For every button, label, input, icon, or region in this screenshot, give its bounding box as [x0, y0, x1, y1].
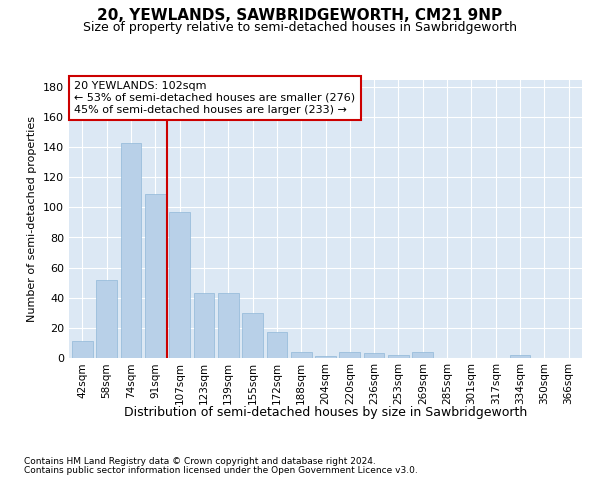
Bar [169, 212, 190, 358]
Y-axis label: Number of semi-detached properties: Number of semi-detached properties [28, 116, 37, 322]
Text: 20, YEWLANDS, SAWBRIDGEWORTH, CM21 9NP: 20, YEWLANDS, SAWBRIDGEWORTH, CM21 9NP [97, 8, 503, 22]
Text: Size of property relative to semi-detached houses in Sawbridgeworth: Size of property relative to semi-detach… [83, 22, 517, 35]
Bar [291, 352, 311, 358]
Bar [242, 312, 263, 358]
Text: 20 YEWLANDS: 102sqm
← 53% of semi-detached houses are smaller (276)
45% of semi-: 20 YEWLANDS: 102sqm ← 53% of semi-detach… [74, 82, 355, 114]
Bar [315, 356, 336, 358]
Text: Contains HM Land Registry data © Crown copyright and database right 2024.: Contains HM Land Registry data © Crown c… [24, 457, 376, 466]
Bar [121, 143, 142, 358]
Bar [340, 352, 360, 358]
Bar [412, 352, 433, 358]
Bar [145, 194, 166, 358]
Bar [388, 354, 409, 358]
Text: Distribution of semi-detached houses by size in Sawbridgeworth: Distribution of semi-detached houses by … [124, 406, 527, 419]
Bar [194, 293, 214, 358]
Text: Contains public sector information licensed under the Open Government Licence v3: Contains public sector information licen… [24, 466, 418, 475]
Bar [364, 353, 385, 358]
Bar [266, 332, 287, 357]
Bar [218, 293, 239, 358]
Bar [97, 280, 117, 357]
Bar [509, 354, 530, 358]
Bar [72, 341, 93, 357]
